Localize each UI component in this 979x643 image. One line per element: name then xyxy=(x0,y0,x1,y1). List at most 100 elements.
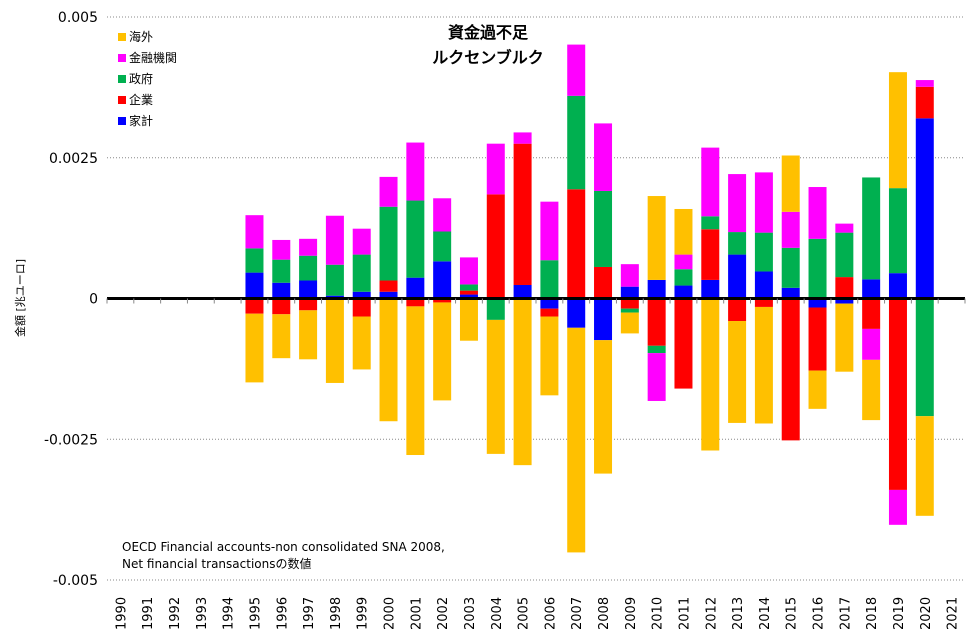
bar-segment-政府-2016 xyxy=(808,238,827,299)
bar-segment-企業-2004 xyxy=(486,194,505,299)
bar-segment-家計-2002 xyxy=(433,261,452,299)
bar-segment-政府-1998 xyxy=(325,264,344,296)
x-tick-label: 2002 xyxy=(436,597,451,630)
bar-segment-海外-2013 xyxy=(728,321,747,423)
bar-segment-金融機関-2014 xyxy=(754,172,773,233)
x-tick-label: 2010 xyxy=(651,597,666,630)
bar-segment-家計-2005 xyxy=(513,284,532,299)
bar-segment-海外-2011 xyxy=(674,208,693,255)
bar-segment-家計-2015 xyxy=(781,287,800,299)
bar-segment-海外-2020 xyxy=(915,416,934,516)
bar-segment-家計-2014 xyxy=(754,271,773,299)
x-tick-label: 1999 xyxy=(356,597,371,630)
legend-swatch-海外 xyxy=(118,33,126,41)
bar-segment-政府-2011 xyxy=(674,269,693,286)
bar-segment-金融機関-2018 xyxy=(862,328,881,360)
bar-segment-政府-1996 xyxy=(272,259,291,283)
bars xyxy=(245,44,934,553)
x-tick-label: 2006 xyxy=(543,597,558,630)
bar-segment-金融機関-1995 xyxy=(245,215,264,249)
bar-segment-金融機関-2000 xyxy=(379,176,398,207)
bar-segment-海外-2015 xyxy=(781,155,800,212)
x-tick-label: 2011 xyxy=(677,597,692,630)
bar-segment-家計-1997 xyxy=(299,280,318,299)
bar-segment-金融機関-2011 xyxy=(674,254,693,270)
bar-segment-金融機関-2013 xyxy=(728,174,747,233)
bar-segment-海外-2002 xyxy=(433,302,452,401)
bar-segment-企業-2008 xyxy=(594,266,613,299)
bar-segment-企業-2000 xyxy=(379,280,398,292)
bar-segment-海外-2001 xyxy=(406,306,425,456)
bar-segment-政府-1995 xyxy=(245,248,264,273)
bar-segment-企業-2002 xyxy=(433,298,452,303)
x-tick-label: 1994 xyxy=(222,597,237,630)
bar-segment-金融機関-2012 xyxy=(701,147,720,217)
bar-segment-海外-1995 xyxy=(245,313,264,383)
bar-segment-家計-2020 xyxy=(915,118,934,299)
bar-segment-政府-1999 xyxy=(352,254,371,292)
bar-segment-政府-2015 xyxy=(781,247,800,288)
bar-segment-企業-1997 xyxy=(299,298,318,311)
legend-label: 金融機関 xyxy=(129,50,177,65)
y-tick-label: 0 xyxy=(89,292,98,308)
x-tick-label: 1991 xyxy=(141,597,156,630)
bar-segment-家計-2008 xyxy=(594,298,613,341)
y-tick-label: -0.005 xyxy=(53,573,98,589)
x-tick-label: 1990 xyxy=(114,597,129,630)
x-tick-labels: 1990 1991 1992 1993 1994 1995 1996 1997 1998 1999… xyxy=(114,597,960,630)
bar-segment-海外-2000 xyxy=(379,298,398,422)
legend-swatch-金融機関 xyxy=(118,54,126,62)
bar-segment-海外-2009 xyxy=(620,312,639,334)
x-tick-label: 2000 xyxy=(383,597,398,630)
bar-segment-海外-2018 xyxy=(862,359,881,421)
x-tick-label: 1995 xyxy=(248,597,263,630)
bar-segment-家計-2009 xyxy=(620,286,639,299)
bar-segment-金融機関-1999 xyxy=(352,228,371,255)
bar-segment-海外-1996 xyxy=(272,314,291,359)
y-tick-label: 0.0025 xyxy=(49,151,98,167)
bar-segment-家計-2007 xyxy=(567,298,586,328)
bar-segment-政府-2000 xyxy=(379,206,398,281)
bar-segment-金融機関-1996 xyxy=(272,239,291,260)
bar-segment-金融機関-2002 xyxy=(433,198,452,232)
bar-segment-金融機関-2008 xyxy=(594,123,613,191)
bar-segment-海外-2016 xyxy=(808,370,827,409)
bar-segment-政府-2010 xyxy=(647,345,666,354)
x-tick-label: 1992 xyxy=(168,597,183,630)
bar-segment-家計-2003 xyxy=(459,294,478,299)
bar-segment-家計-2006 xyxy=(540,298,559,309)
x-tick-label: 2020 xyxy=(919,597,934,630)
bar-segment-家計-2001 xyxy=(406,277,425,299)
bar-segment-政府-2012 xyxy=(701,216,720,230)
bar-segment-企業-1996 xyxy=(272,298,291,315)
bar-segment-家計-2011 xyxy=(674,285,693,299)
legend-label: 企業 xyxy=(129,92,153,107)
bar-segment-企業-2013 xyxy=(728,298,747,322)
x-tick-label: 2018 xyxy=(865,597,880,630)
bar-segment-政府-2017 xyxy=(835,232,854,278)
bar-segment-海外-2012 xyxy=(701,298,720,451)
bar-segment-政府-2014 xyxy=(754,232,773,272)
x-tick-label: 1997 xyxy=(302,597,317,630)
bar-segment-家計-2010 xyxy=(647,279,666,299)
bar-segment-海外-2007 xyxy=(567,327,586,553)
bar-segment-家計-2000 xyxy=(379,291,398,299)
bar-segment-海外-2008 xyxy=(594,340,613,474)
source-note-line-1: OECD Financial accounts-non consolidated… xyxy=(122,540,445,554)
bar-segment-企業-2005 xyxy=(513,143,532,285)
bar-segment-政府-2004 xyxy=(486,298,505,320)
bar-segment-海外-1998 xyxy=(325,298,344,383)
bar-segment-海外-1999 xyxy=(352,316,371,370)
bar-segment-海外-2005 xyxy=(513,298,532,466)
y-tick-labels: 0.005 0.0025 0 -0.0025 -0.005 xyxy=(44,10,98,589)
bar-segment-家計-2012 xyxy=(701,279,720,299)
bar-segment-企業-2012 xyxy=(701,229,720,280)
bar-segment-金融機関-1997 xyxy=(299,238,318,256)
x-tick-label: 1996 xyxy=(275,597,290,630)
x-tick-label: 2005 xyxy=(517,597,532,630)
legend-label: 家計 xyxy=(129,113,153,128)
x-tick-label: 2004 xyxy=(490,597,505,630)
bar-segment-企業-2007 xyxy=(567,189,586,299)
